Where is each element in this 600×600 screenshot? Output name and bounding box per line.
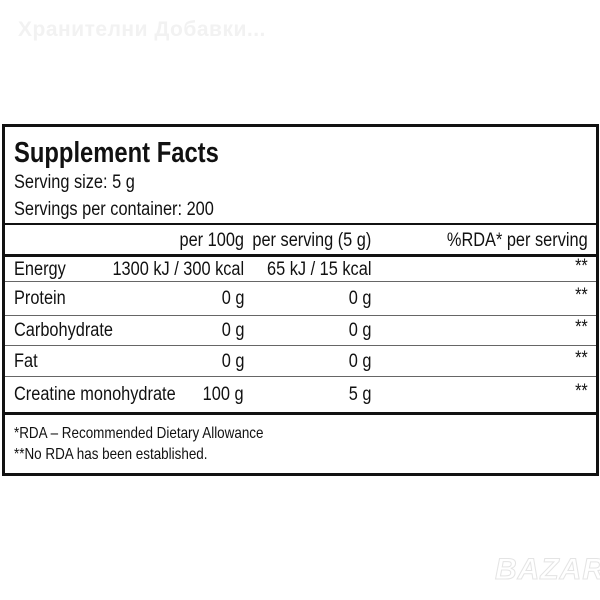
nutrient-per100g: 100 g [203,383,244,405]
nutrient-per-serving: 0 g [348,320,371,341]
row-divider [5,376,596,377]
nutrient-per100g: 0 g [221,320,244,341]
serving-size: Serving size: 5 g [14,172,135,193]
bazar-logo: BAZAR [495,553,600,587]
column-header-per100g: per 100g [179,230,244,251]
label-title: Supplement Facts [14,137,219,169]
nutrient-per-serving: 65 kJ / 15 kcal [266,258,371,280]
nutrient-per100g: 0 g [221,350,244,372]
divider-thick [5,254,596,257]
row-divider [5,315,596,316]
footnote-no-rda: **No RDA has been established. [14,446,208,463]
nutrient-per-serving: 0 g [348,350,371,372]
column-header-per-serving: per serving (5 g) [252,230,371,251]
column-header-rda: %RDA* per serving [447,230,588,251]
supplement-facts-label: Supplement Facts Serving size: 5 g Servi… [2,124,599,476]
footnote-rda: *RDA – Recommended Dietary Allowance [14,425,264,442]
nutrient-per100g: 0 g [221,288,244,309]
servings-per-container: Servings per container: 200 [14,199,214,220]
row-divider [5,345,596,346]
nutrient-per-serving: 5 g [348,383,371,405]
nutrient-name: Energy [14,258,66,280]
nutrient-name: Protein [14,288,66,309]
nutrient-rda: ** [575,285,588,306]
watermark-text: Хранителни Добавки... [18,18,266,41]
nutrient-rda: ** [575,317,588,338]
nutrient-rda: ** [575,347,588,369]
nutrient-rda: ** [575,255,588,277]
nutrient-per100g: 1300 kJ / 300 kcal [112,258,244,280]
nutrient-name: Carbohydrate [14,320,114,341]
row-divider [5,281,596,282]
divider-thick [5,412,596,415]
nutrient-rda: ** [575,380,588,402]
nutrient-name: Creatine monohydrate [14,383,176,405]
nutrient-per-serving: 0 g [348,288,371,309]
nutrient-name: Fat [14,350,38,372]
divider [5,223,596,225]
